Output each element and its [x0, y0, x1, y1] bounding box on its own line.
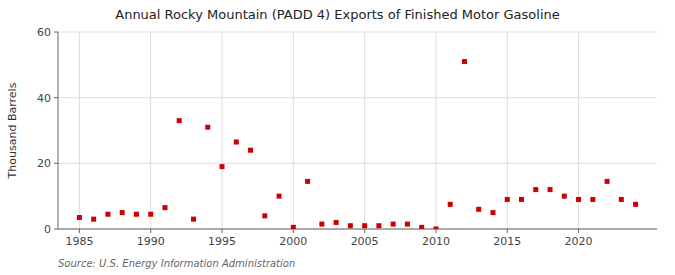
chart: Annual Rocky Mountain (PADD 4) Exports o… — [0, 0, 675, 275]
y-tick-label: 20 — [37, 157, 51, 170]
point — [533, 187, 538, 192]
point — [490, 210, 495, 215]
title: Annual Rocky Mountain (PADD 4) Exports o… — [115, 7, 560, 22]
x-tick — [293, 229, 294, 233]
point — [205, 125, 210, 130]
x-grid-line — [150, 32, 151, 229]
point — [562, 194, 567, 199]
point — [134, 212, 139, 217]
y-grid-line — [58, 229, 657, 230]
point — [391, 222, 396, 227]
x-tick-label: 2010 — [422, 235, 450, 248]
point — [148, 212, 153, 217]
y-axis-label: Thousand Barrels — [6, 82, 19, 179]
x-tick-label: 2020 — [565, 235, 593, 248]
x-grid-line — [79, 32, 80, 229]
point — [376, 223, 381, 228]
x-tick-label: 2000 — [279, 235, 307, 248]
y-tick-label: 40 — [37, 92, 51, 105]
point — [305, 179, 310, 184]
point — [476, 207, 481, 212]
point — [234, 139, 239, 144]
point — [334, 220, 339, 225]
x-tick-label: 1995 — [208, 235, 236, 248]
y-grid-line — [58, 32, 657, 33]
y-tick-label: 60 — [37, 26, 51, 39]
source-note: Source: U.S. Energy Information Administ… — [58, 258, 295, 269]
point — [248, 148, 253, 153]
x-grid-line — [293, 32, 294, 229]
point — [433, 227, 438, 230]
x-tick — [222, 229, 223, 233]
point — [220, 164, 225, 169]
x-tick — [79, 229, 80, 233]
y-tick — [54, 163, 58, 164]
y-tick — [54, 32, 58, 33]
y-grid-line — [58, 97, 657, 98]
point — [548, 187, 553, 192]
x-axis-line — [58, 229, 657, 230]
y-axis-line — [58, 32, 59, 229]
points — [77, 59, 638, 229]
point — [448, 202, 453, 207]
x-grid-line — [435, 32, 436, 229]
point — [91, 217, 96, 222]
point — [462, 59, 467, 64]
point — [605, 179, 610, 184]
point — [405, 222, 410, 227]
y-tick — [54, 97, 58, 98]
x-tick — [150, 229, 151, 233]
point — [590, 197, 595, 202]
point — [120, 210, 125, 215]
x-tick — [435, 229, 436, 233]
x-tick-label: 2005 — [351, 235, 379, 248]
point — [162, 205, 167, 210]
point — [505, 197, 510, 202]
point — [419, 225, 424, 229]
point — [362, 223, 367, 228]
point — [633, 202, 638, 207]
x-tick — [507, 229, 508, 233]
x-tick-label: 2015 — [493, 235, 521, 248]
point — [262, 213, 267, 218]
x-tick — [578, 229, 579, 233]
grid — [58, 32, 657, 229]
point — [191, 217, 196, 222]
x-tick — [364, 229, 365, 233]
point — [177, 118, 182, 123]
point — [319, 222, 324, 227]
point — [576, 197, 581, 202]
axes: 1985 1990 1995 2000 2005 2010 2015 2020 0 20 40 60 — [37, 26, 593, 248]
x-tick-label: 1990 — [137, 235, 165, 248]
point — [77, 215, 82, 220]
y-grid-line — [58, 163, 657, 164]
y-tick — [54, 229, 58, 230]
point — [348, 223, 353, 228]
x-tick-label: 1985 — [65, 235, 93, 248]
y-tick-label: 0 — [44, 223, 51, 236]
point — [105, 212, 110, 217]
point — [519, 197, 524, 202]
point — [619, 197, 624, 202]
point — [277, 194, 282, 199]
x-grid-line — [222, 32, 223, 229]
x-grid-line — [364, 32, 365, 229]
point — [291, 225, 296, 229]
